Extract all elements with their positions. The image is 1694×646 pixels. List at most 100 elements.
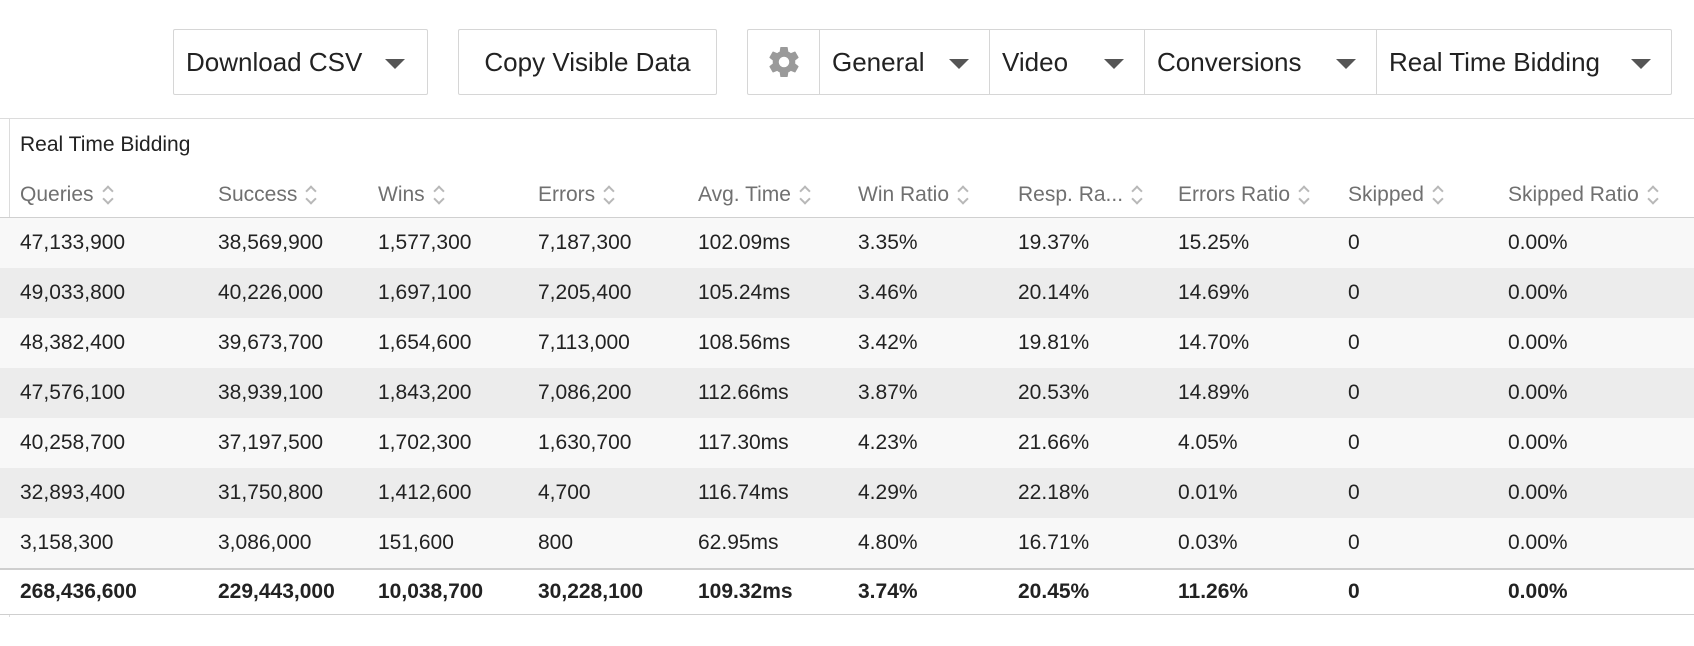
sort-icon xyxy=(603,183,615,207)
column-header-resp-ratio[interactable]: Resp. Ra... xyxy=(1018,183,1143,207)
table-cell: 20.53% xyxy=(1018,381,1090,404)
table-totals-row: 268,436,600 229,443,000 10,038,700 30,228,1… xyxy=(0,568,1694,615)
total-cell: 10,038,700 xyxy=(378,580,484,603)
sort-icon xyxy=(799,183,811,207)
table-cell: 0 xyxy=(1348,331,1360,354)
column-header-avg-time[interactable]: Avg. Time xyxy=(698,183,811,207)
settings-button[interactable] xyxy=(748,30,819,94)
column-header-label: Wins xyxy=(378,183,425,206)
table-cell: 0.01% xyxy=(1178,481,1238,504)
column-header-wins[interactable]: Wins xyxy=(378,183,445,207)
table-cell: 4.80% xyxy=(858,531,918,554)
total-cell: 30,228,100 xyxy=(538,580,644,603)
table-cell: 7,113,000 xyxy=(538,331,630,354)
table-cell: 39,673,700 xyxy=(218,331,324,354)
column-header-errors-ratio[interactable]: Errors Ratio xyxy=(1178,183,1310,207)
table-cell: 14.89% xyxy=(1178,381,1250,404)
table-cell: 0.00% xyxy=(1508,531,1568,554)
table-cell: 116.74ms xyxy=(698,481,789,504)
download-csv-label: Download CSV xyxy=(186,46,363,77)
table-cell: 1,630,700 xyxy=(538,431,632,454)
table-cell: 7,086,200 xyxy=(538,381,632,404)
chevron-down-icon xyxy=(1104,59,1124,69)
video-label: Video xyxy=(1002,46,1069,77)
table-cell: 1,702,300 xyxy=(378,431,472,454)
conversions-dropdown[interactable]: Conversions xyxy=(1144,30,1376,94)
table-cell: 38,569,900 xyxy=(218,231,324,254)
table-cell: 108.56ms xyxy=(698,331,791,354)
table-cell: 16.71% xyxy=(1018,531,1090,554)
real-time-bidding-dropdown[interactable]: Real Time Bidding xyxy=(1376,30,1671,94)
copy-visible-data-label: Copy Visible Data xyxy=(484,46,691,77)
table-cell: 4,700 xyxy=(538,481,591,504)
column-header-label: Success xyxy=(218,183,298,206)
column-header-label: Resp. Ra... xyxy=(1018,183,1124,206)
data-table: Real Time Bidding Queries Success Wins E… xyxy=(0,118,1694,617)
table-cell: 47,133,900 xyxy=(20,231,126,254)
table-body: 47,133,900 38,569,900 1,577,300 7,187,300 10… xyxy=(0,218,1694,615)
table-cell: 800 xyxy=(538,531,574,554)
column-header-label: Errors Ratio xyxy=(1178,183,1291,206)
chevron-down-icon xyxy=(949,59,969,69)
real-time-bidding-label: Real Time Bidding xyxy=(1389,46,1600,77)
table-cell: 105.24ms xyxy=(698,281,791,304)
total-cell: 11.26% xyxy=(1178,580,1249,603)
table-cell: 32,893,400 xyxy=(20,481,126,504)
table-cell: 0.00% xyxy=(1508,281,1568,304)
copy-visible-data-button[interactable]: Copy Visible Data xyxy=(458,29,717,95)
table-cell: 38,939,100 xyxy=(218,381,324,404)
table-cell: 22.18% xyxy=(1018,481,1090,504)
table-cell: 3.42% xyxy=(858,331,918,354)
table-row: 40,258,700 37,197,500 1,702,300 1,630,700 11… xyxy=(0,418,1694,468)
column-group-title: Real Time Bidding xyxy=(20,133,191,156)
table-cell: 31,750,800 xyxy=(218,481,324,504)
total-cell: 0 xyxy=(1348,580,1360,603)
table-cell: 1,654,600 xyxy=(378,331,472,354)
sort-icon xyxy=(1647,183,1659,207)
column-header-skipped-ratio[interactable]: Skipped Ratio xyxy=(1508,183,1659,207)
column-header-label: Skipped Ratio xyxy=(1508,183,1639,206)
column-header-queries[interactable]: Queries xyxy=(20,183,114,207)
column-header-skipped[interactable]: Skipped xyxy=(1348,183,1444,207)
column-header-win-ratio[interactable]: Win Ratio xyxy=(858,183,969,207)
table-cell: 7,187,300 xyxy=(538,231,632,254)
download-csv-dropdown[interactable]: Download CSV xyxy=(173,29,428,95)
chevron-down-icon xyxy=(385,59,405,69)
table-cell: 49,033,800 xyxy=(20,281,126,304)
general-label: General xyxy=(832,46,925,77)
sort-icon xyxy=(1432,183,1444,207)
table-cell: 20.14% xyxy=(1018,281,1090,304)
table-cell: 0 xyxy=(1348,231,1360,254)
table-cell: 0.00% xyxy=(1508,231,1568,254)
conversions-label: Conversions xyxy=(1157,46,1302,77)
table-row: 32,893,400 31,750,800 1,412,600 4,700 116.74… xyxy=(0,468,1694,518)
table-cell: 0 xyxy=(1348,481,1360,504)
column-header-label: Win Ratio xyxy=(858,183,950,206)
sort-icon xyxy=(433,183,445,207)
table-cell: 117.30ms xyxy=(698,431,789,454)
table-header-row: Queries Success Wins Errors Avg. Time Wi… xyxy=(0,181,1694,218)
chevron-down-icon xyxy=(1336,59,1356,69)
table-cell: 7,205,400 xyxy=(538,281,632,304)
table-cell: 3,158,300 xyxy=(20,531,114,554)
table-cell: 0.00% xyxy=(1508,381,1568,404)
table-cell: 3.46% xyxy=(858,281,918,304)
table-cell: 0 xyxy=(1348,531,1360,554)
chevron-down-icon xyxy=(1631,59,1651,69)
column-header-errors[interactable]: Errors xyxy=(538,183,615,207)
general-dropdown[interactable]: General xyxy=(819,30,989,94)
table-cell: 1,577,300 xyxy=(378,231,472,254)
table-cell: 3.87% xyxy=(858,381,918,404)
table-cell: 19.81% xyxy=(1018,331,1090,354)
table-cell: 40,226,000 xyxy=(218,281,324,304)
table-cell: 0 xyxy=(1348,281,1360,304)
table-cell: 1,412,600 xyxy=(378,481,472,504)
table-cell: 0.00% xyxy=(1508,431,1568,454)
total-cell: 109.32ms xyxy=(698,580,793,603)
column-header-label: Avg. Time xyxy=(698,183,791,206)
video-dropdown[interactable]: Video xyxy=(989,30,1144,94)
column-group-selector: General Video Conversions Real Time Bidd… xyxy=(747,29,1672,95)
column-header-success[interactable]: Success xyxy=(218,183,317,207)
column-header-label: Errors xyxy=(538,183,596,206)
table-cell: 40,258,700 xyxy=(20,431,126,454)
